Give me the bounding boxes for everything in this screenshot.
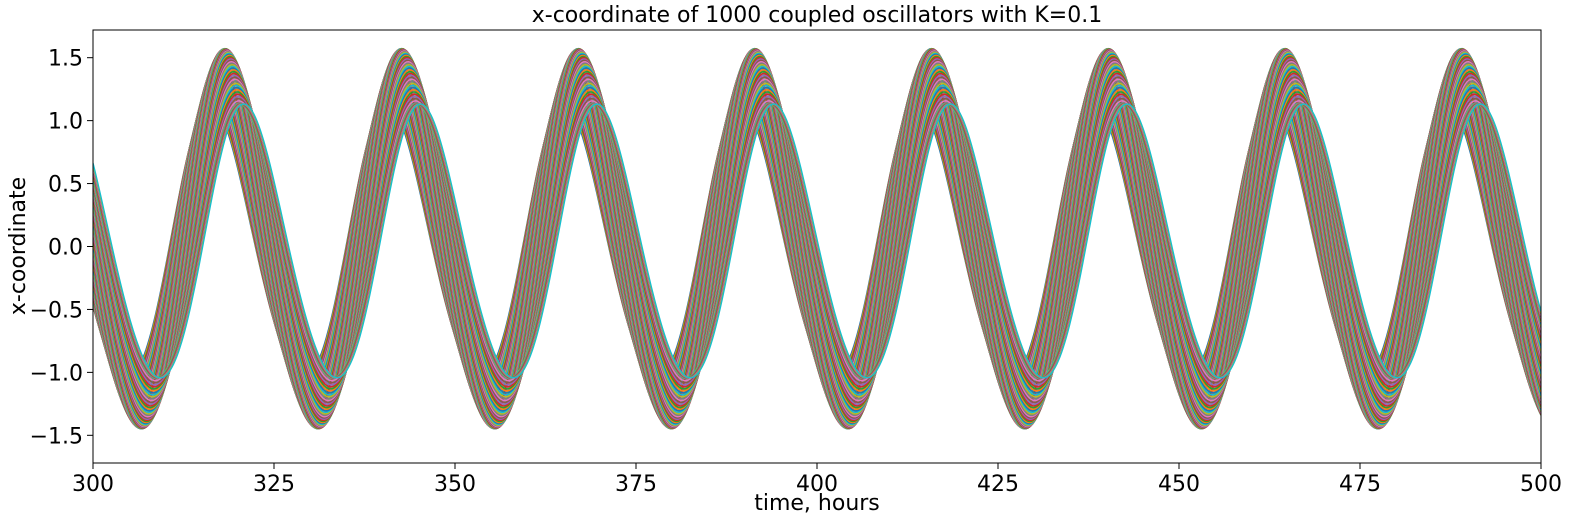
- plot-area: [93, 47, 1541, 430]
- oscillator-line: [93, 103, 1541, 379]
- y-tick-label: 1.0: [48, 110, 83, 135]
- y-tick-label: 1.5: [48, 47, 83, 72]
- y-axis: −1.5 −1.0 −0.5 0.0 0.5 1.0 1.5: [30, 47, 93, 449]
- y-tick-label: 0.5: [48, 173, 83, 198]
- x-tick-label: 325: [253, 472, 295, 497]
- x-tick-label: 375: [615, 472, 657, 497]
- x-tick-label: 400: [796, 472, 838, 497]
- x-tick-label: 300: [72, 472, 114, 497]
- y-tick-label: −1.0: [30, 361, 83, 386]
- x-axis-label: time, hours: [754, 491, 880, 516]
- x-tick-label: 350: [434, 472, 476, 497]
- y-axis-label: x-coordinate: [6, 177, 31, 315]
- y-tick-label: −0.5: [30, 298, 83, 323]
- x-tick-label: 425: [977, 472, 1019, 497]
- y-tick-label: −1.5: [30, 424, 83, 449]
- y-tick-label: 0.0: [48, 236, 83, 261]
- x-tick-label: 450: [1158, 472, 1200, 497]
- x-axis: 300 325 350 375 400 425 450 475 500: [72, 463, 1562, 497]
- chart-title: x-coordinate of 1000 coupled oscillators…: [532, 3, 1102, 28]
- x-tick-label: 475: [1339, 472, 1381, 497]
- x-tick-label: 500: [1520, 472, 1562, 497]
